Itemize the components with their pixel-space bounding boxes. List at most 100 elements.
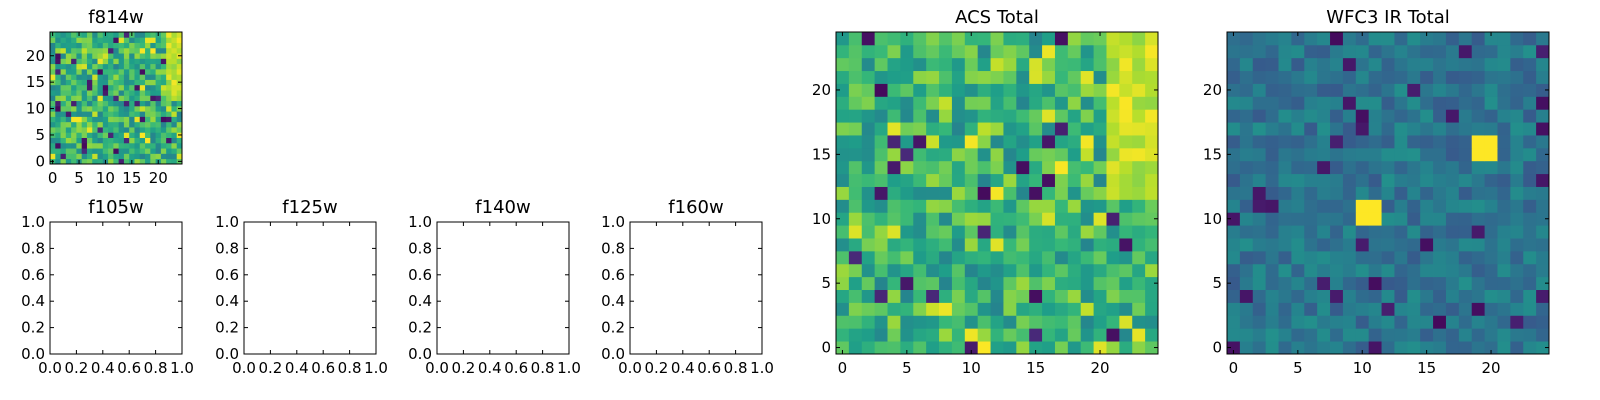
heatmap-cell [1304, 302, 1318, 316]
heatmap-cell [1145, 302, 1159, 316]
heatmap-cell [1433, 32, 1447, 46]
heatmap-cell [1029, 160, 1043, 175]
heatmap-cell [990, 225, 1004, 239]
heatmap-cell [1054, 263, 1069, 278]
heatmap-cell [1265, 276, 1279, 290]
heatmap-cell [102, 148, 109, 154]
heatmap-cell [1227, 44, 1241, 59]
heatmap-cell [1458, 122, 1473, 136]
heatmap-cell [76, 121, 83, 128]
heatmap-cell [1227, 135, 1241, 149]
heatmap-cell [1042, 96, 1056, 110]
heatmap-cell [939, 96, 953, 110]
heatmap-cell [848, 96, 863, 110]
heatmap-cell [977, 96, 991, 110]
heatmap-cell [1132, 122, 1146, 136]
y-tick-label: 20 [1203, 81, 1222, 99]
heatmap-cell [166, 32, 172, 38]
heatmap-cell [81, 127, 88, 133]
heatmap-cell [1445, 83, 1460, 97]
heatmap-cell [1067, 199, 1082, 213]
heatmap-cell [160, 137, 167, 144]
heatmap-cell [1497, 186, 1511, 200]
heatmap-cell [176, 68, 183, 75]
heatmap-cell [155, 137, 162, 144]
heatmap-cell [1067, 44, 1082, 59]
y-tick-label: 5 [1212, 274, 1222, 292]
heatmap-cell [1317, 225, 1331, 239]
heatmap-cell [939, 276, 953, 290]
heatmap-cell [1497, 109, 1511, 123]
heatmap-cell [1523, 83, 1537, 97]
heatmap-cell [861, 83, 876, 97]
heatmap-cell [160, 111, 167, 117]
heatmap-cell [1252, 147, 1267, 162]
heatmap-cell [1067, 83, 1082, 97]
heatmap-cell [1252, 83, 1267, 97]
heatmap-cell [1381, 225, 1395, 239]
heatmap-cell [977, 70, 991, 84]
heatmap-cell [1080, 250, 1094, 265]
heatmap-cell [990, 315, 1004, 329]
heatmap-cell [1523, 250, 1537, 265]
heatmap-cell [92, 53, 98, 59]
heatmap-cell [60, 158, 67, 165]
heatmap-cell [155, 148, 162, 154]
heatmap-cell [1080, 96, 1094, 110]
heatmap-cell [1016, 160, 1030, 175]
heatmap-cell [123, 37, 130, 43]
heatmap-cell [134, 121, 141, 128]
heatmap-cell [1291, 328, 1305, 342]
heatmap-cell [1471, 109, 1485, 123]
heatmap-cell [1420, 199, 1434, 213]
heatmap-cell [1003, 276, 1017, 290]
heatmap-cell [92, 79, 98, 86]
heatmap-cell [150, 84, 156, 91]
heatmap-cell [129, 79, 135, 86]
heatmap-cell [102, 74, 109, 80]
heatmap-cell [1484, 70, 1498, 84]
heatmap-cell [108, 127, 114, 133]
heatmap-cell [1132, 147, 1146, 162]
heatmap-cell [1252, 44, 1267, 59]
heatmap-cell [166, 121, 172, 128]
heatmap-cell [1342, 32, 1357, 46]
heatmap-cell [926, 250, 940, 265]
heatmap-cell [977, 83, 991, 97]
heatmap-cell [118, 127, 125, 133]
heatmap-cell [1523, 135, 1537, 149]
heatmap-cell [1510, 328, 1524, 342]
heatmap-cell [1536, 83, 1550, 97]
heatmap-cell [108, 58, 114, 65]
heatmap-cell [71, 84, 77, 91]
heatmap-cell [1132, 173, 1146, 187]
heatmap-cell [50, 58, 56, 65]
heatmap-cell [55, 111, 61, 117]
heatmap-cell [81, 58, 88, 65]
heatmap-cell [81, 63, 88, 70]
heatmap-cell [1278, 250, 1292, 265]
heatmap-cell [97, 116, 104, 123]
heatmap-cell [1227, 315, 1241, 329]
heatmap-cell [1536, 341, 1550, 355]
heatmap-cell [1458, 186, 1473, 200]
heatmap-cell [1106, 70, 1120, 84]
heatmap-cell [1497, 83, 1511, 97]
heatmap-cell [1132, 341, 1146, 355]
heatmap-cell [861, 186, 876, 200]
heatmap-cell [113, 90, 120, 96]
heatmap-cell [1330, 122, 1344, 136]
heatmap-cell [150, 121, 156, 128]
heatmap-cell [836, 263, 850, 278]
heatmap-cell [887, 263, 901, 278]
heatmap-cell [1016, 96, 1030, 110]
heatmap-cell [166, 42, 172, 49]
heatmap-cell [1093, 225, 1107, 239]
heatmap-cell [113, 105, 120, 112]
heatmap-cell [1523, 225, 1537, 239]
heatmap-cell [1420, 186, 1434, 200]
heatmap-cell [964, 70, 979, 84]
heatmap-cell [1119, 135, 1133, 149]
heatmap-cell [990, 212, 1004, 226]
heatmap-cell [1304, 122, 1318, 136]
